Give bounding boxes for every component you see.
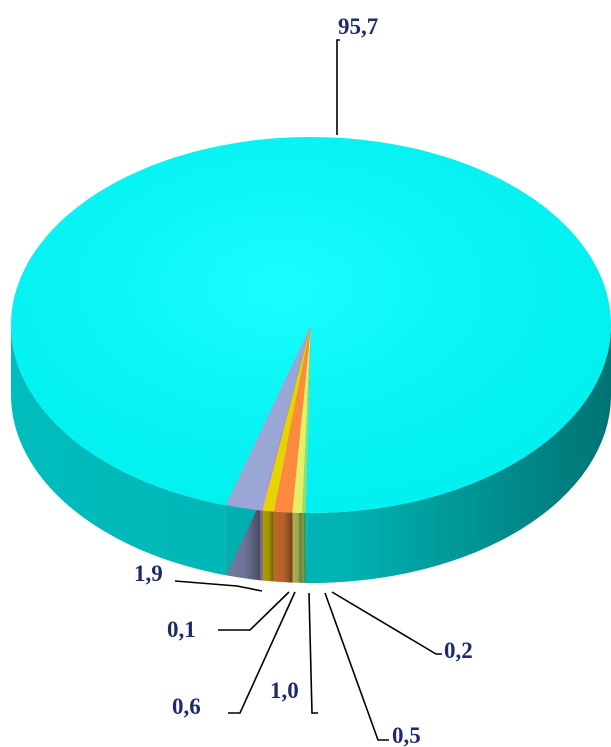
slice-side-shade-6 — [301, 512, 306, 583]
leader-line-6 — [331, 591, 442, 655]
data-label-3: 0,6 — [172, 694, 201, 719]
slice-top-6 — [301, 325, 311, 513]
leader-line-0 — [336, 39, 340, 135]
slice-top-3 — [262, 325, 311, 512]
leader-line-4 — [308, 592, 318, 714]
slice-top-sheen — [10, 136, 611, 513]
slice-side-shade-3 — [262, 510, 274, 582]
slice-top-5 — [292, 325, 311, 513]
data-label-0: 95,7 — [338, 14, 378, 39]
leader-line-2 — [218, 591, 290, 631]
slice-top-2 — [260, 325, 311, 511]
slice-side-shade-5 — [292, 512, 302, 583]
data-label-1: 1,9 — [134, 561, 163, 586]
leader-line-3 — [228, 591, 296, 714]
data-label-4: 1,0 — [270, 678, 299, 703]
pie-top-layer — [10, 136, 611, 513]
data-label-2: 0,1 — [167, 617, 196, 642]
data-label-5: 0,5 — [392, 723, 421, 747]
leader-line-1 — [174, 580, 263, 592]
data-labels: 95,7 1,9 0,1 0,6 1,0 0,5 0,2 — [134, 14, 473, 747]
slice-top-1 — [225, 325, 311, 511]
leader-lines — [174, 39, 442, 741]
leader-line-5 — [324, 592, 389, 741]
slice-side-shade-2 — [260, 510, 263, 581]
slice-side-shade-4 — [273, 511, 293, 583]
slice-top-4 — [273, 325, 311, 513]
data-label-6: 0,2 — [444, 638, 473, 663]
slice-side-shade-0 — [11, 325, 611, 583]
